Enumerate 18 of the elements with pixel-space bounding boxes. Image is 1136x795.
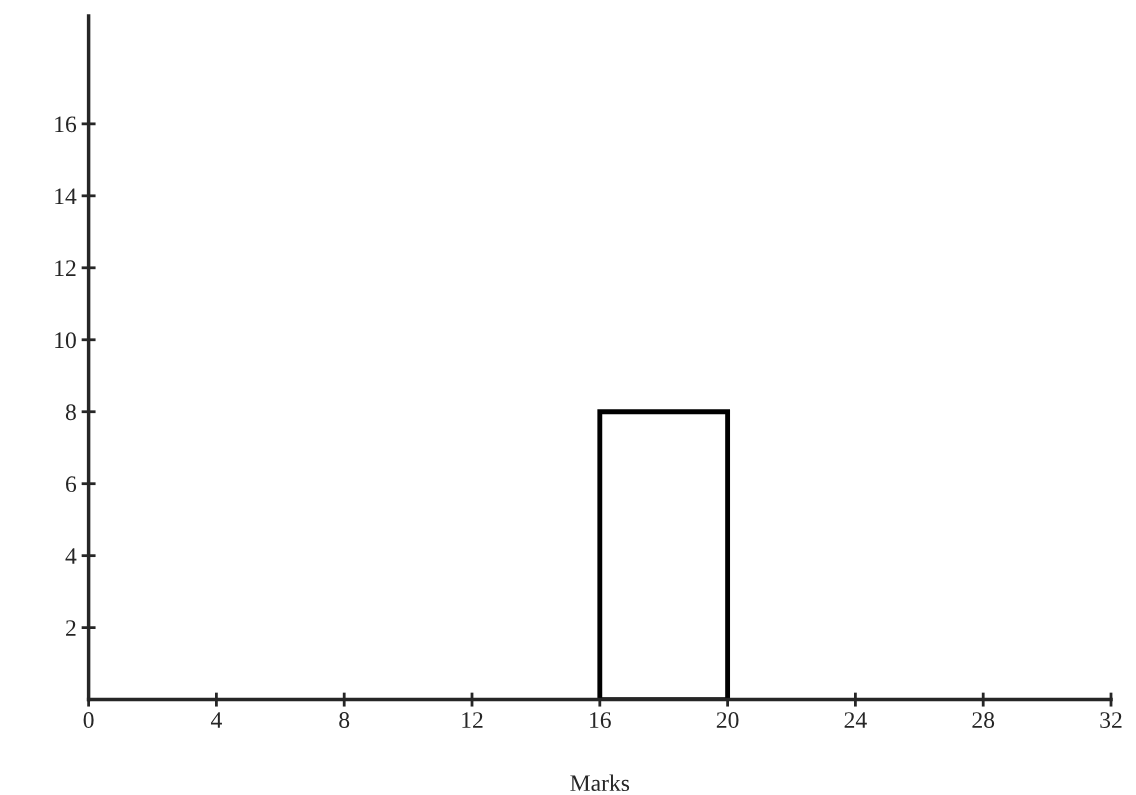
x-tick-label: 8 xyxy=(339,712,350,729)
y-tick-label: 8 xyxy=(65,404,76,421)
y-tick-label: 10 xyxy=(55,332,76,349)
x-tick-label: 12 xyxy=(462,712,483,728)
x-tick-label: 4 xyxy=(210,712,222,728)
x-tick-label: 32 xyxy=(1100,712,1122,729)
x-tick-label: 28 xyxy=(972,712,995,729)
x-axis-title: Marks xyxy=(570,774,630,792)
y-tick-label: 2 xyxy=(66,620,76,636)
x-tick-label: 0 xyxy=(83,712,94,729)
y-tick-label: 4 xyxy=(65,548,77,564)
x-tick-label: 16 xyxy=(590,712,611,729)
x-tick-label: 20 xyxy=(716,712,739,729)
x-tick-label: 24 xyxy=(844,712,867,728)
y-tick-label: 16 xyxy=(55,116,77,133)
y-tick-label: 14 xyxy=(55,188,77,205)
y-tick-label: 12 xyxy=(55,260,76,276)
y-tick-label: 6 xyxy=(66,476,77,493)
